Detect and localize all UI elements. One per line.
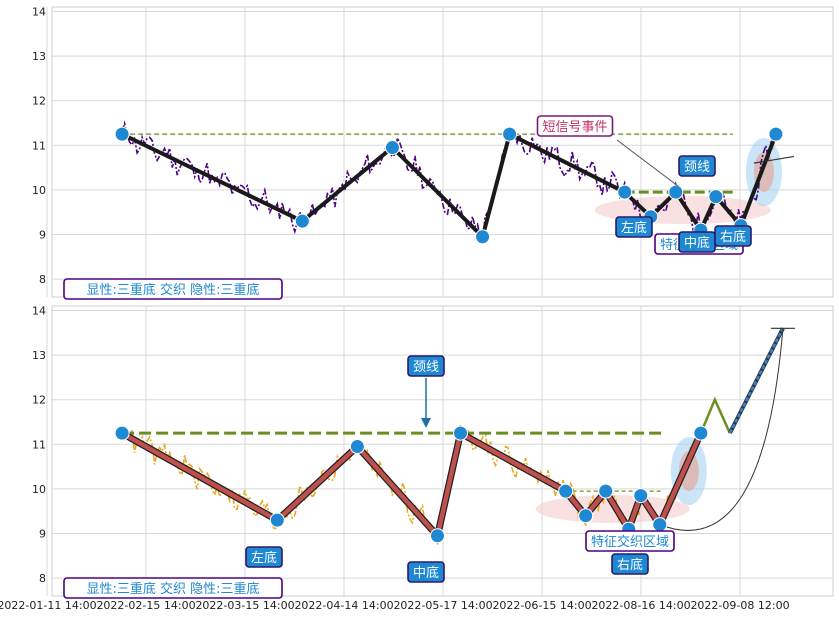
x-tick-label: 2022-02-15 14:00 — [96, 599, 195, 612]
pattern-point — [429, 528, 445, 544]
x-tick-label: 2022-05-17 14:00 — [393, 599, 492, 612]
y-tick-label: 11 — [32, 139, 46, 152]
left-bottom-label-box — [615, 216, 653, 238]
mid-bottom-label-text: 中底 — [684, 235, 710, 251]
left-bottom-label-box — [245, 546, 283, 568]
y-tick-label: 8 — [39, 273, 46, 286]
x-tick-label: 2022-09-08 12:00 — [690, 599, 789, 612]
y-tick-label: 9 — [39, 528, 46, 541]
neck-label-text: 颈线 — [413, 360, 439, 375]
right-bottom-label-box — [714, 225, 752, 247]
pattern-point — [269, 512, 285, 528]
right-bottom-label-box — [611, 553, 649, 575]
forecast-line — [728, 327, 785, 434]
mid-bottom-label: 中底 — [678, 231, 716, 253]
breakout-zone-inner — [678, 451, 699, 492]
pattern-point — [693, 425, 709, 441]
pattern-point — [502, 126, 518, 142]
target-line — [753, 155, 795, 164]
x-tick-label: 2022-08-16 14:00 — [591, 599, 690, 612]
y-tick-label: 13 — [32, 50, 46, 63]
status-label: 显性:三重底 交织 隐性:三重底 — [63, 577, 283, 599]
pattern-point — [453, 425, 469, 441]
neck-label: 颈线 — [678, 155, 716, 177]
left-bottom-label-text: 左底 — [251, 550, 277, 566]
pattern-point — [578, 508, 594, 524]
y-tick-label: 10 — [32, 184, 46, 197]
y-tick-label: 11 — [32, 438, 46, 451]
y-tick-label: 9 — [39, 229, 46, 242]
price-series-line — [121, 120, 775, 244]
x-axis: 2022-01-11 14:00 2022-02-15 14:00 2022-03-… — [0, 599, 790, 612]
mid-bottom-label-box — [407, 561, 445, 583]
forecast-zigzag — [699, 396, 732, 434]
pattern-point — [475, 229, 491, 245]
signal-label-box — [536, 115, 614, 137]
left-bottom-label-text: 左底 — [621, 220, 647, 236]
pattern-point — [668, 184, 684, 200]
pattern-point — [558, 483, 574, 499]
neck-label-box — [678, 155, 716, 177]
y-tick-label: 13 — [32, 349, 46, 362]
right-bottom-label-text: 右底 — [617, 557, 643, 573]
y-tick-label: 12 — [32, 394, 46, 407]
pattern-point — [294, 213, 310, 229]
mid-bottom-label: 中底 — [407, 561, 445, 583]
status-label: 显性:三重底 交织 隐性:三重底 — [63, 278, 283, 300]
pattern-point — [114, 425, 130, 441]
y-tick-label: 10 — [32, 483, 46, 496]
feature-label: 特征交织区域 — [585, 530, 675, 552]
right-bottom-label-text: 右底 — [720, 229, 746, 245]
pattern-point — [598, 483, 614, 499]
x-tick-label: 2022-01-11 14:00 — [0, 599, 97, 612]
x-tick-label: 2022-06-15 14:00 — [492, 599, 591, 612]
right-bottom-label: 右底 — [611, 553, 649, 575]
pattern-point — [652, 517, 668, 533]
y-tick-label: 12 — [32, 95, 46, 108]
y-tick-label: 14 — [32, 304, 46, 317]
left-bottom-label: 左底 — [615, 216, 653, 238]
neck-label-box — [407, 355, 445, 377]
x-tick-label: 2022-03-15 14:00 — [195, 599, 294, 612]
status-label-box — [63, 577, 283, 599]
price-series-line — [121, 424, 700, 546]
forecast-arc — [659, 328, 784, 531]
pattern-point — [349, 439, 365, 455]
pattern-point — [768, 126, 784, 142]
y-tick-label: 14 — [32, 5, 46, 18]
feature-label-box — [585, 530, 675, 552]
neck-arrow-head — [421, 418, 431, 428]
right-bottom-label: 右底 — [714, 225, 752, 247]
pattern-point — [384, 140, 400, 156]
feature-label-text: 特征交织区域 — [591, 534, 669, 550]
y-tick-label: 8 — [39, 572, 46, 585]
pattern-point — [708, 189, 724, 205]
x-tick-label: 2022-04-14 14:00 — [294, 599, 393, 612]
signal-label-text: 短信号事件 — [542, 120, 607, 135]
status-label-box — [63, 278, 283, 300]
signal-arrow — [616, 139, 679, 187]
signal-label: 短信号事件 — [536, 115, 614, 137]
neck-label-text: 颈线 — [684, 160, 710, 175]
mid-bottom-label-text: 中底 — [413, 565, 439, 581]
pattern-point — [633, 488, 649, 504]
status-label-text: 显性:三重底 交织 隐性:三重底 — [86, 581, 259, 597]
left-bottom-label: 左底 — [245, 546, 283, 568]
pattern-point — [114, 126, 130, 142]
neck-label: 颈线 — [407, 355, 445, 377]
status-label-text: 显性:三重底 交织 隐性:三重底 — [86, 282, 259, 298]
pattern-point — [617, 184, 633, 200]
